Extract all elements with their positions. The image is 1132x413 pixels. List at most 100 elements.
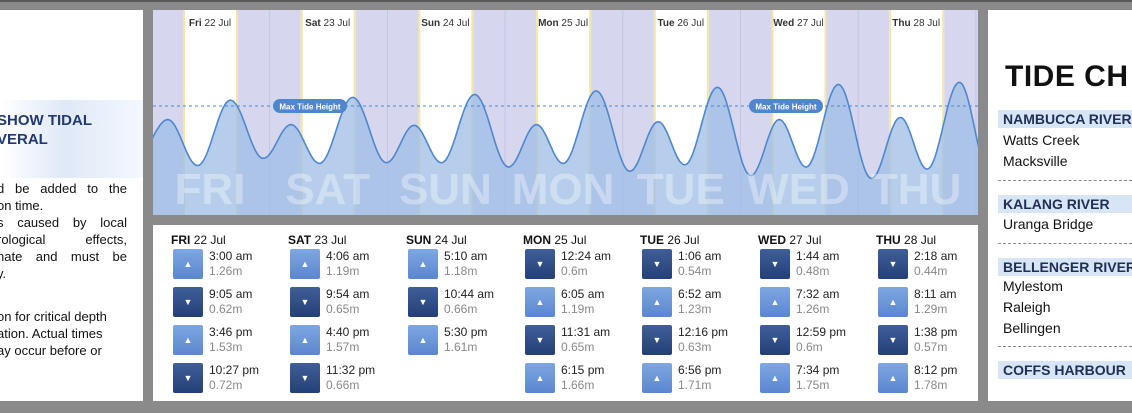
high-tide-entry: ▲ 6:15 pm 1.66m [523,363,640,401]
tide-day-header: TUE 26 Jul [640,232,757,249]
down-arrow-icon: ▼ [290,287,320,317]
low-tide-entry: ▼ 2:18 am 0.44m [876,249,993,287]
tide-time: 3:46 pm [209,325,253,339]
tide-day-name: FRI [171,233,191,247]
sunrise-line [653,10,656,215]
group-separator [998,346,1132,347]
high-tide-entry: ▲ 3:00 am 1.26m [171,249,288,287]
chart-day-label: Wed 27 Jul [773,18,823,29]
tide-height: 1.23m [678,302,712,316]
tide-height: 0.62m [209,302,243,316]
group-separator [998,243,1132,244]
tide-day-column: WED 27 Jul ▼ 1:44 am 0.48m ▲ 7:32 am 1.26m ▼ 12:… [758,232,875,401]
tide-time: 11:31 am [561,325,611,339]
chart-day-watermark: THU [871,165,961,214]
chart-day-label: Tue 26 Jul [658,18,705,29]
tide-location-link[interactable]: Mylestom [1003,278,1063,294]
tide-height: 1.61m [444,340,478,354]
tide-height: 1.26m [209,264,243,278]
up-arrow-icon: ▲ [878,363,908,393]
tide-wave-fill [153,82,978,215]
tide-height: 0.54m [678,264,712,278]
tide-time: 4:06 am [326,249,370,263]
chart-day-watermark: WED [747,165,850,214]
tide-day-column: SAT 23 Jul ▲ 4:06 am 1.19m ▼ 9:54 am 0.65m ▲ 4:4… [288,232,405,401]
tide-height: 1.78m [914,378,948,392]
down-arrow-icon: ▼ [408,287,438,317]
tide-wave-line [153,81,978,180]
chart-day-label: Thu 28 Jul [892,18,940,29]
tide-location-link[interactable]: Raleigh [1003,299,1051,315]
high-tide-entry: ▲ 4:06 am 1.19m [288,249,405,287]
group-separator [998,180,1132,181]
tide-time: 8:11 am [914,287,957,301]
river-heading[interactable]: KALANG RIVER [998,195,1132,213]
low-tide-entry: ▼ 9:54 am 0.65m [288,287,405,325]
tide-height: 1.75m [796,378,830,392]
down-arrow-icon: ▼ [878,249,908,279]
tide-day-name: THU [876,233,901,247]
tide-day-name: SAT [288,233,312,247]
info-banner [0,100,143,178]
up-arrow-icon: ▲ [525,287,555,317]
tide-height: 1.29m [914,302,948,316]
low-tide-entry: ▼ 10:27 pm 0.72m [171,363,288,401]
tide-height: 1.26m [796,302,830,316]
chart-day-watermark: MON [512,165,615,214]
high-tide-entry: ▲ 6:05 am 1.19m [523,287,640,325]
high-tide-entry: ▲ 6:56 pm 1.71m [640,363,757,401]
index-title: TIDE CH [1005,60,1129,93]
info-heading: SHOW TIDAL VERAL [0,111,143,149]
max-tide-label-right: Max Tide Height [755,103,817,112]
down-arrow-icon: ▼ [760,325,790,355]
tide-time: 9:05 am [209,287,253,301]
tide-location-link[interactable]: Watts Creek [1003,132,1080,148]
tide-day-date: 26 Jul [667,233,700,247]
tide-time: 6:52 am [678,287,722,301]
low-tide-entry: ▼ 9:05 am 0.62m [171,287,288,325]
tide-height: 0.66m [444,302,478,316]
tide-height: 0.48m [796,264,830,278]
tide-time: 12:59 pm [796,325,847,339]
tide-time: 11:32 pm [326,363,376,377]
info-note: s caused by local rological effects, nate … [0,214,127,282]
river-heading[interactable]: NAMBUCCA RIVER [998,110,1132,128]
tide-height: 0.63m [678,340,712,354]
tide-day-name: TUE [640,233,664,247]
sunrise-line [183,10,185,215]
up-arrow-icon: ▲ [173,249,203,279]
high-tide-entry: ▲ 3:46 pm 1.53m [171,325,288,363]
sunrise-line [536,10,539,215]
tide-height: 0.44m [914,264,948,278]
tide-time: 7:34 pm [796,363,840,377]
tide-location-link[interactable]: Uranga Bridge [1003,216,1094,232]
low-tide-entry: ▼ 1:44 am 0.48m [758,249,875,287]
tide-chart-svg: Max Tide Height Max Tide Height Fri 22 Jul… [153,10,978,215]
tide-times-table: FRI 22 Jul ▲ 3:00 am 1.26m ▼ 9:05 am 0.62m ▲ 3:4… [153,225,978,401]
up-arrow-icon: ▲ [760,287,790,317]
down-arrow-icon: ▼ [173,287,203,317]
tide-day-date: 25 Jul [554,233,587,247]
tide-location-link[interactable]: Bellingen [1003,320,1061,336]
down-arrow-icon: ▼ [525,249,555,279]
down-arrow-icon: ▼ [290,363,320,393]
low-tide-entry: ▼ 1:06 am 0.54m [640,249,757,287]
tide-time: 6:05 am [561,287,605,301]
tide-time: 3:00 am [209,249,253,263]
up-arrow-icon: ▲ [290,325,320,355]
tide-day-date: 23 Jul [314,233,347,247]
up-arrow-icon: ▲ [408,249,438,279]
tide-day-column: THU 28 Jul ▼ 2:18 am 0.44m ▲ 8:11 am 1.29m ▼ 1:3… [876,232,993,401]
tide-location-link[interactable]: Macksville [1003,153,1068,169]
tide-time: 1:38 pm [914,325,958,339]
tide-height: 0.6m [796,340,823,354]
tide-time: 5:30 pm [444,325,488,339]
chart-day-watermark: SAT [285,165,370,214]
tide-chart: Max Tide Height Max Tide Height Fri 22 Jul… [153,10,978,215]
river-heading[interactable]: BELLENGER RIVER [998,258,1132,276]
river-heading[interactable]: COFFS HARBOUR [998,361,1132,379]
tide-height: 0.6m [561,264,588,278]
tide-time: 4:40 pm [326,325,370,339]
tide-time: 10:27 pm [209,363,260,377]
info-note-line: s caused by local [0,215,127,230]
